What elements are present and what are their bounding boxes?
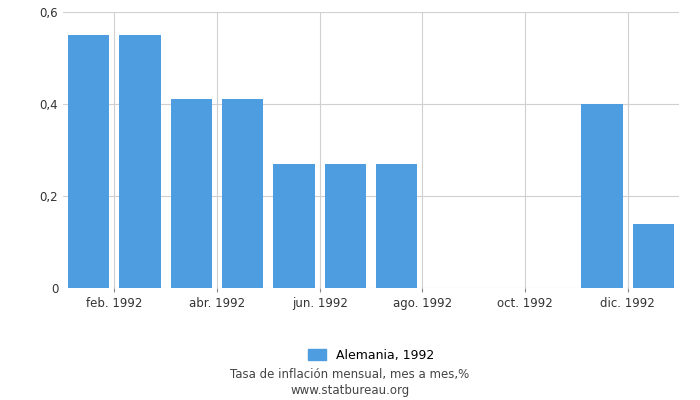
Bar (171, 99, 212, 288)
Bar (68, 35, 109, 288)
Bar (633, 224, 674, 288)
Bar (222, 99, 263, 288)
Text: Tasa de inflación mensual, mes a mes,%: Tasa de inflación mensual, mes a mes,% (230, 368, 470, 381)
Text: www.statbureau.org: www.statbureau.org (290, 384, 410, 397)
Legend: Alemania, 1992: Alemania, 1992 (302, 344, 440, 367)
Bar (325, 164, 366, 288)
Bar (582, 104, 622, 288)
Bar (376, 164, 417, 288)
Bar (274, 164, 314, 288)
Bar (120, 35, 160, 288)
